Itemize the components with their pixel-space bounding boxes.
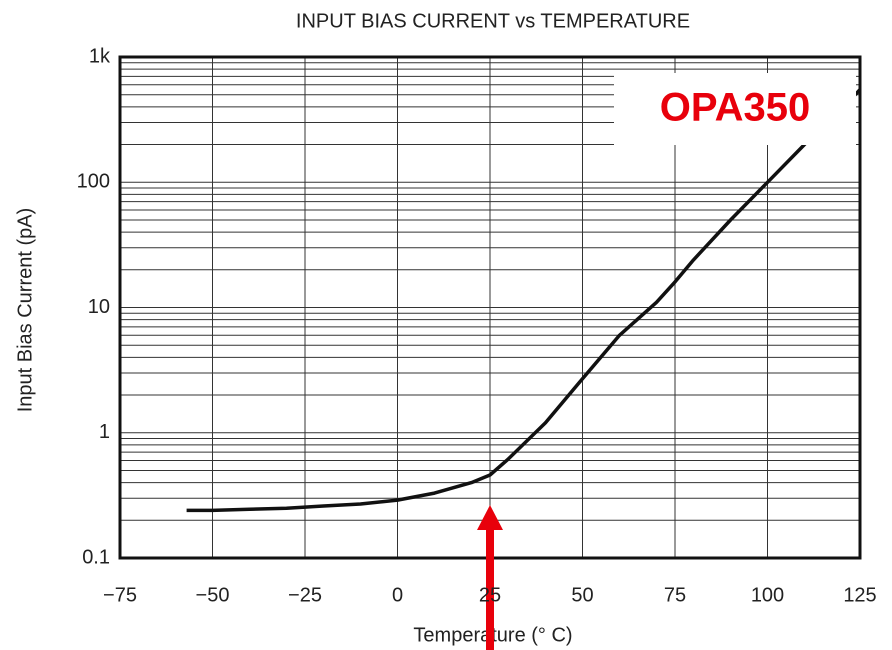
annotation: OPA350 xyxy=(660,86,810,130)
x-tick-label: 75 xyxy=(664,584,686,606)
x-tick-label: −50 xyxy=(196,584,230,606)
y-tick-label: 10 xyxy=(88,296,110,318)
chart-title: INPUT BIAS CURRENT vs TEMPERATURE xyxy=(296,10,690,32)
arrow xyxy=(477,505,503,650)
plot xyxy=(186,88,862,513)
x-tick-label: 25 xyxy=(479,584,501,606)
y-tick-label: 1k xyxy=(89,45,111,67)
x-tick-label: 0 xyxy=(392,584,403,606)
x-tick-label: −25 xyxy=(288,584,322,606)
x-tick-label: 50 xyxy=(571,584,593,606)
y-tick-label: 0.1 xyxy=(82,546,110,568)
x-tick-label: 100 xyxy=(751,584,784,606)
x-tick-label: −75 xyxy=(103,584,137,606)
x-tick-label: 125 xyxy=(843,584,876,606)
data-line xyxy=(186,88,862,513)
y-tick-label: 1 xyxy=(99,421,110,443)
annotation-box xyxy=(614,73,856,145)
y-axis-label: Input Bias Current (pA) xyxy=(14,208,36,413)
y-tick-label: 100 xyxy=(77,171,110,193)
